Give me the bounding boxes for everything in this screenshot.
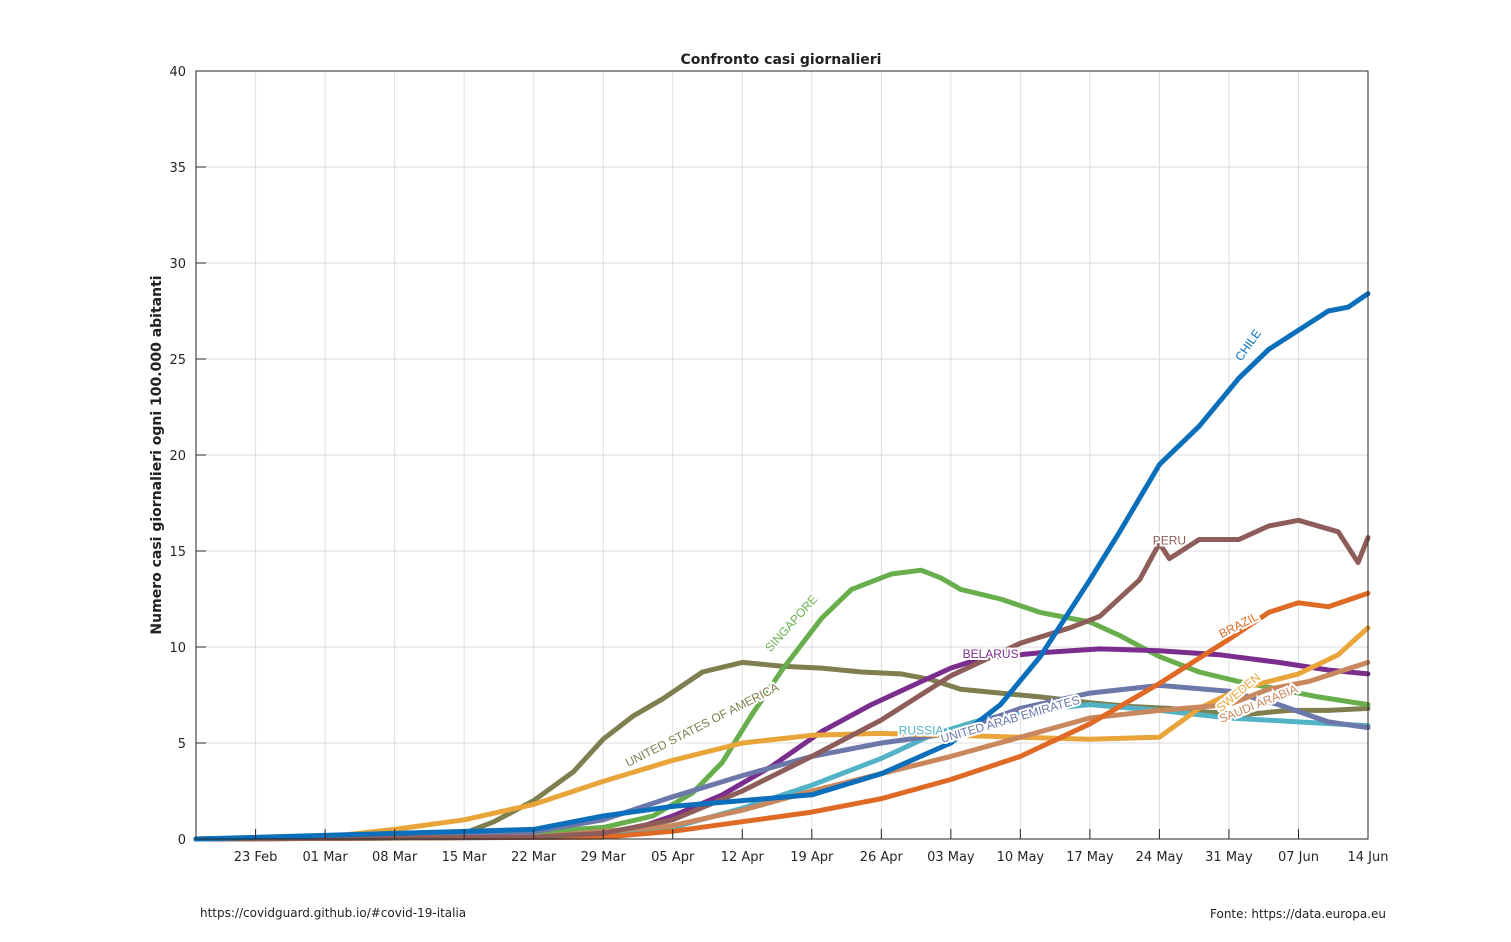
x-tick-label: 24 May — [1136, 850, 1184, 865]
x-tick-label: 05 Apr — [651, 850, 695, 865]
x-tick-label: 03 May — [927, 850, 975, 865]
series-line-brazil — [193, 590, 1371, 842]
x-tick-label: 26 Apr — [860, 850, 904, 865]
series-line-belarus — [193, 646, 1371, 842]
y-axis-label: Numero casi giornalieri ogni 100.000 abi… — [149, 275, 165, 634]
y-tick-label: 20 — [169, 449, 186, 464]
x-tick-label: 15 Mar — [442, 850, 488, 865]
series-label-peru: PERU — [1153, 534, 1186, 548]
series-line-chile — [193, 291, 1371, 842]
series-label-belarus: BELARUS — [963, 647, 1019, 661]
y-tick-label: 15 — [169, 545, 186, 560]
x-tick-label: 31 May — [1205, 850, 1253, 865]
series-layer — [193, 291, 1371, 842]
x-tick-label: 23 Feb — [234, 850, 278, 865]
footer-source-url: https://covidguard.github.io/#covid-19-i… — [200, 906, 467, 920]
y-tick-label: 35 — [169, 161, 186, 176]
y-tick-label: 30 — [169, 257, 186, 272]
axes — [195, 70, 1369, 840]
x-tick-label: 19 Apr — [790, 850, 834, 865]
x-tick-labels: 23 Feb 01 Mar 08 Mar 15 Mar 22 Mar 29 Mar 05 A… — [234, 850, 1389, 865]
chart-title: Confronto casi giornalieri — [681, 52, 882, 68]
y-tick-label: 40 — [169, 65, 186, 80]
plot-frame — [195, 70, 1369, 840]
x-tick-label: 29 Mar — [581, 850, 627, 865]
x-tick-label: 22 Mar — [511, 850, 557, 865]
x-tick-label: 17 May — [1066, 850, 1114, 865]
series-label-russia: RUSSIA — [899, 724, 944, 738]
y-tick-label: 10 — [169, 641, 186, 656]
x-tick-label: 12 Apr — [721, 850, 765, 865]
series-line-singapore — [193, 567, 1371, 842]
x-tick-label: 07 Jun — [1278, 850, 1319, 865]
series-line-peru — [193, 517, 1371, 842]
y-tick-label: 25 — [169, 353, 186, 368]
x-tick-label: 08 Mar — [372, 850, 418, 865]
series-line-sweden — [193, 625, 1371, 842]
footer-data-source: Fonte: https://data.europa.eu — [1210, 907, 1386, 921]
y-tick-label: 5 — [178, 737, 186, 752]
x-tick-label: 01 Mar — [303, 850, 349, 865]
x-tick-label: 14 Jun — [1348, 850, 1389, 865]
series-line-saudi-arabia — [193, 659, 1371, 842]
y-tick-labels: 0 5 10 15 20 25 30 35 40 — [169, 65, 186, 848]
x-tick-label: 10 May — [997, 850, 1045, 865]
y-tick-label: 0 — [178, 833, 186, 848]
